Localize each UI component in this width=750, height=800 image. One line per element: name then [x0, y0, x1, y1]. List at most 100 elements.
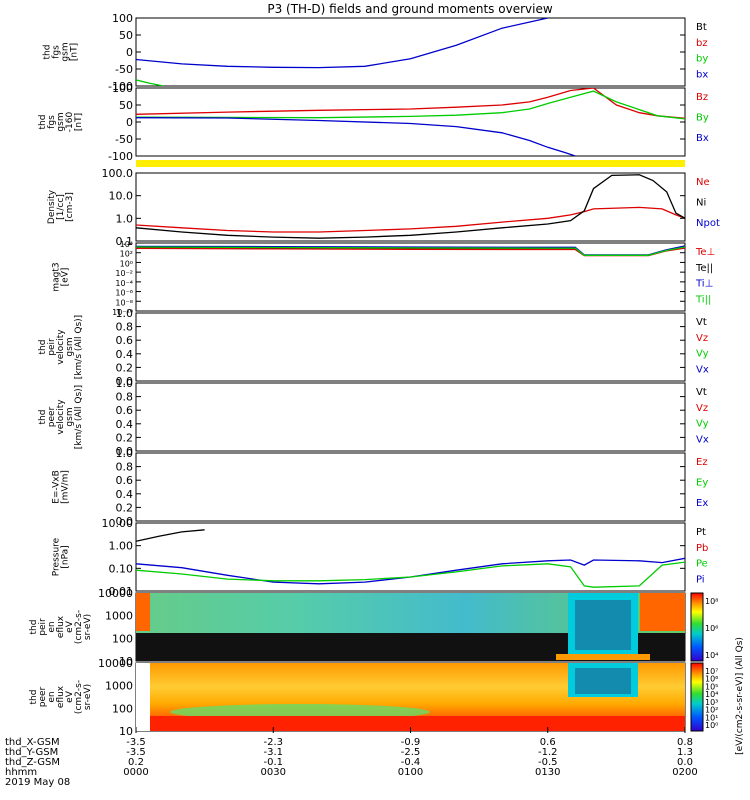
- y-tick-label: 10.0: [109, 190, 134, 203]
- y-tick-label: 10²: [120, 250, 133, 259]
- y-tick-label: 100.0: [102, 167, 134, 180]
- colorbar-tick-label: 10⁴: [705, 651, 718, 660]
- colorbar-tick-label: 10³: [705, 698, 718, 707]
- y-tick-label: 10000: [98, 587, 133, 600]
- panel-frame: [135, 382, 686, 452]
- series-group-pressure: [136, 529, 685, 588]
- y-tick-label: 10000: [98, 657, 133, 670]
- legend-Vz: Vz: [696, 333, 708, 344]
- x-row-label: thd_X-GSM: [5, 737, 60, 748]
- y-tick-label: 10⁻⁶: [115, 289, 133, 298]
- yellow-flag-bar: [136, 160, 685, 167]
- colorbar-tick-label: 10⁷: [705, 667, 718, 676]
- y-tick-label: 0.4: [116, 488, 134, 501]
- peir-colorbar: [690, 592, 704, 662]
- series-line-By: [136, 90, 685, 120]
- legend-by: by: [696, 54, 708, 65]
- y-tick-label: 10: [119, 725, 133, 738]
- x-tick-label: 1.3: [677, 747, 693, 758]
- y-tick-label: 0.10: [109, 562, 134, 575]
- x-row-label: hhmm: [5, 767, 37, 778]
- series-line-Pi: [136, 557, 685, 585]
- legend-Ni: Ni: [696, 198, 706, 209]
- legend-Vt: Vt: [696, 387, 707, 398]
- y-tick-label: -100: [108, 80, 133, 93]
- x-tick-label: -3.1: [263, 747, 283, 758]
- x-tick-label: -2.5: [401, 747, 421, 758]
- y-axis-label: thdfgsgsm[nT]: [43, 42, 80, 61]
- y-tick-label: 10⁻²: [115, 269, 133, 278]
- panel-pressure: 10.00 1.00 0.10 0.01 Pressure[nPa] Pt Pb Pe Pi: [52, 517, 709, 598]
- series-line-by: [136, 79, 164, 86]
- y-tick-label: 50: [119, 99, 133, 112]
- y-tick-label: 0.0: [116, 375, 134, 388]
- panel-fgs-gsm: 100 50 0 -50 -100 thdfgsgsm[nT] Bt bz by bx: [43, 12, 709, 93]
- y-tick-label: 1.0: [116, 307, 134, 320]
- y-tick-label: 10.00: [102, 517, 134, 530]
- y-axis-label: thdpeerenefluxeV(cm2-s-sr-eV): [29, 680, 93, 714]
- legend-Te||: Te||: [695, 263, 713, 274]
- y-tick-label: 50: [119, 29, 133, 42]
- legend-Ez: Ez: [696, 457, 708, 468]
- colorbar-tick-label: 10⁶: [705, 624, 718, 633]
- y-tick-label: -50: [115, 133, 133, 146]
- y-tick-label: 0.6: [116, 404, 134, 417]
- y-tick-label: -100: [108, 150, 133, 163]
- legend-Vx: Vx: [696, 364, 709, 375]
- peer-inner-dense: [575, 668, 631, 694]
- series-group-density: [136, 174, 685, 239]
- y-axis-label: E=-VxB[mV/m]: [52, 470, 71, 504]
- panel-frame: [135, 522, 686, 592]
- colorbar-tick-label: 10²: [705, 706, 718, 715]
- y-tick-label: 1.0: [116, 212, 134, 225]
- peer-bottom-red: [150, 716, 685, 731]
- x-tick-label: -1.2: [538, 747, 558, 758]
- series-line-Ni: [136, 174, 685, 239]
- panel-frame: [135, 452, 686, 522]
- series-line-Bx: [136, 117, 576, 156]
- x-tick-label: 0130: [535, 767, 560, 778]
- y-tick-label: 100: [112, 702, 133, 715]
- legend-Vy: Vy: [696, 349, 709, 360]
- colorbar-tick-label: 10⁴: [705, 690, 718, 699]
- y-axis-label: thdpeirenefluxeV(cm2-s-sr-eV): [29, 610, 93, 644]
- y-axis-label: Pressure[nPa]: [52, 537, 71, 576]
- x-tick-label: 0.2: [128, 757, 144, 768]
- colorbar-tick-label: 10⁰: [705, 721, 718, 730]
- x-tick-label: 0.6: [540, 737, 556, 748]
- legend-Pt: Pt: [696, 527, 706, 538]
- series-group-temperature: [136, 245, 685, 257]
- y-tick-label: 0.0: [116, 515, 134, 528]
- y-tick-label: 10⁻¹⁰: [112, 308, 133, 317]
- colorbar-label: [eV/(cm2-s-sr-eV)] (All Qs): [735, 637, 745, 755]
- panel-frame: [135, 312, 686, 382]
- series-line-bx: [136, 18, 548, 69]
- peir-left-red-band: [136, 593, 150, 631]
- legend-Pe: Pe: [696, 559, 708, 570]
- colorbar-tick-label: 10⁵: [705, 682, 718, 691]
- y-tick-label: 0.8: [116, 391, 134, 404]
- y-tick-label: 1.0: [116, 377, 134, 390]
- y-axis-label: Density[1/cc][cm-3]: [47, 189, 75, 224]
- x-tick-label: 0100: [398, 767, 423, 778]
- peir-inner-dense: [575, 600, 631, 650]
- y-tick-label: 0.6: [116, 474, 134, 487]
- y-axis-label: thdpeervelocitygsm[km/s (All Qs)]: [38, 385, 84, 449]
- legend-Bt: Bt: [696, 22, 707, 33]
- legend-Te⊥: Te⊥: [695, 247, 715, 258]
- figure-title: P3 (TH-D) fields and ground moments over…: [267, 2, 552, 16]
- y-tick-label: 10⁻⁸: [115, 298, 133, 307]
- legend-Vt: Vt: [696, 317, 707, 328]
- y-tick-label: 0.2: [116, 431, 134, 444]
- legend-Vz: Vz: [696, 403, 708, 414]
- colorbar-tick-label: 10¹: [705, 713, 718, 722]
- peer-empty-column: [136, 663, 150, 731]
- series-line-Ne: [136, 206, 685, 233]
- y-axis-label: thdpeirvelocitygsm[km/s (All Qs)]: [38, 315, 84, 379]
- colorbar-tick-label: 10⁶: [705, 675, 718, 684]
- series-line-Ti||: [136, 246, 685, 256]
- panel-fgs-gsm-clipped: 100 50 0 -50 -100 thdfgsgsm-160[nT] Bz By Bx: [38, 82, 709, 163]
